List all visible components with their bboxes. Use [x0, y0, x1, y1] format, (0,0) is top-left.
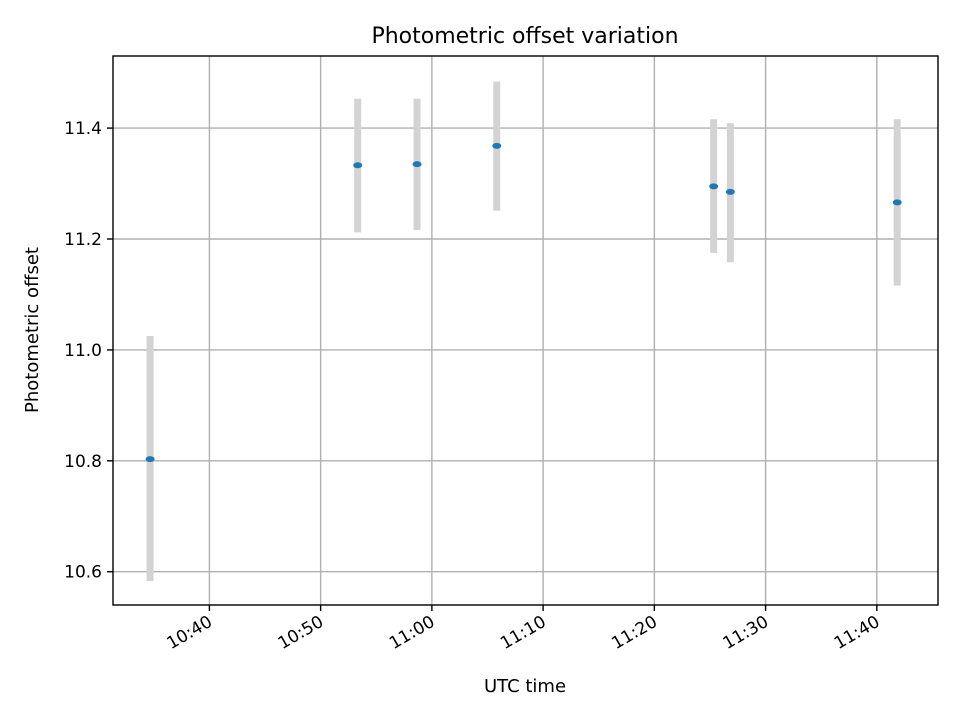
x-tick-label: 11:10 — [497, 612, 549, 654]
y-tick-label: 10.8 — [64, 452, 102, 472]
tick-layer: 10:40 10:50 11:00 11:10 11:20 11:30 11:40 10.6 1… — [64, 119, 883, 654]
data-point — [492, 142, 502, 149]
y-axis-label: Photometric offset — [22, 247, 43, 413]
data-point — [709, 183, 719, 190]
data-point — [353, 162, 363, 169]
errorbar-layer — [146, 81, 901, 582]
y-tick-label: 11.0 — [64, 341, 102, 361]
y-tick-label: 11.2 — [64, 230, 102, 250]
x-tick-label: 11:40 — [831, 612, 883, 654]
x-tick-label: 10:40 — [163, 612, 215, 654]
y-tick-label: 10.6 — [64, 563, 102, 583]
data-point — [892, 199, 902, 206]
point-layer — [145, 142, 902, 463]
x-tick-label: 11:20 — [608, 612, 660, 654]
x-tick-label: 11:00 — [386, 612, 438, 654]
x-axis-label: UTC time — [484, 676, 566, 697]
grid-layer — [113, 56, 938, 605]
data-point — [725, 188, 735, 195]
data-point — [145, 456, 155, 463]
data-point — [412, 161, 422, 168]
x-tick-label: 10:50 — [275, 612, 327, 654]
plot-frame — [112, 55, 939, 606]
x-tick-label: 11:30 — [720, 612, 772, 654]
y-tick-label: 11.4 — [64, 119, 102, 139]
chart-title: Photometric offset variation — [371, 24, 678, 49]
